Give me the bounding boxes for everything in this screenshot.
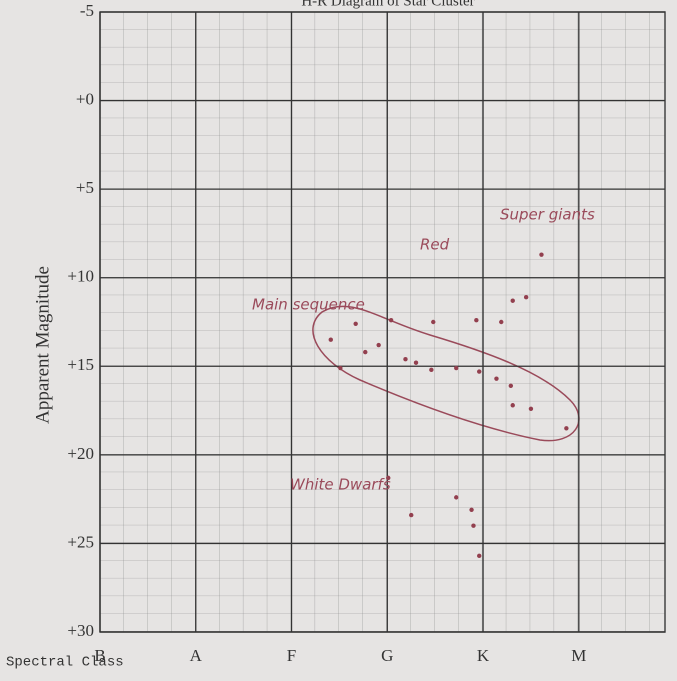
star-point bbox=[524, 295, 528, 299]
star-point bbox=[477, 554, 481, 558]
star-point bbox=[511, 299, 515, 303]
x-tick-label: K bbox=[477, 646, 490, 665]
annotation: White Dwarfs bbox=[290, 476, 391, 494]
annotation: Main sequence bbox=[252, 296, 365, 314]
star-point bbox=[477, 369, 481, 373]
star-point bbox=[403, 357, 407, 361]
star-point bbox=[494, 376, 498, 380]
star-point bbox=[509, 384, 513, 388]
x-tick-label: A bbox=[190, 646, 203, 665]
star-point bbox=[454, 366, 458, 370]
star-point bbox=[539, 252, 543, 256]
y-tick-label: +10 bbox=[67, 267, 94, 286]
star-point bbox=[454, 495, 458, 499]
star-point bbox=[353, 322, 357, 326]
y-tick-label: +20 bbox=[67, 444, 94, 463]
star-point bbox=[409, 513, 413, 517]
y-tick-label: +25 bbox=[67, 532, 94, 551]
x-tick-label: G bbox=[381, 646, 393, 665]
star-point bbox=[471, 524, 475, 528]
star-point bbox=[363, 350, 367, 354]
x-tick-label: F bbox=[287, 646, 296, 665]
star-point bbox=[376, 343, 380, 347]
y-axis-label: Apparent Magnitude bbox=[32, 266, 53, 424]
y-tick-label: -5 bbox=[80, 1, 94, 20]
x-axis-label: Spectral Class bbox=[6, 655, 124, 671]
star-point bbox=[431, 320, 435, 324]
star-point bbox=[511, 403, 515, 407]
x-tick-label: B bbox=[94, 646, 105, 665]
star-point bbox=[389, 318, 393, 322]
star-point bbox=[338, 366, 342, 370]
annotation: Super giants bbox=[500, 206, 595, 224]
y-tick-label: +5 bbox=[76, 178, 94, 197]
annotation: Red bbox=[420, 236, 450, 254]
star-point bbox=[529, 407, 533, 411]
star-point bbox=[499, 320, 503, 324]
plot-area bbox=[100, 12, 665, 632]
x-tick-label: M bbox=[571, 646, 586, 665]
chart: H-R Diagram of Star Cluster Apparent Mag… bbox=[0, 0, 677, 681]
star-point bbox=[429, 368, 433, 372]
chart-title: H-R Diagram of Star Cluster bbox=[301, 0, 474, 9]
star-point bbox=[414, 361, 418, 365]
star-point bbox=[329, 338, 333, 342]
y-tick-label: +15 bbox=[67, 355, 94, 374]
star-point bbox=[474, 318, 478, 322]
y-tick-label: +30 bbox=[67, 621, 94, 640]
star-point bbox=[564, 426, 568, 430]
star-point bbox=[469, 508, 473, 512]
y-tick-label: +0 bbox=[76, 89, 94, 108]
